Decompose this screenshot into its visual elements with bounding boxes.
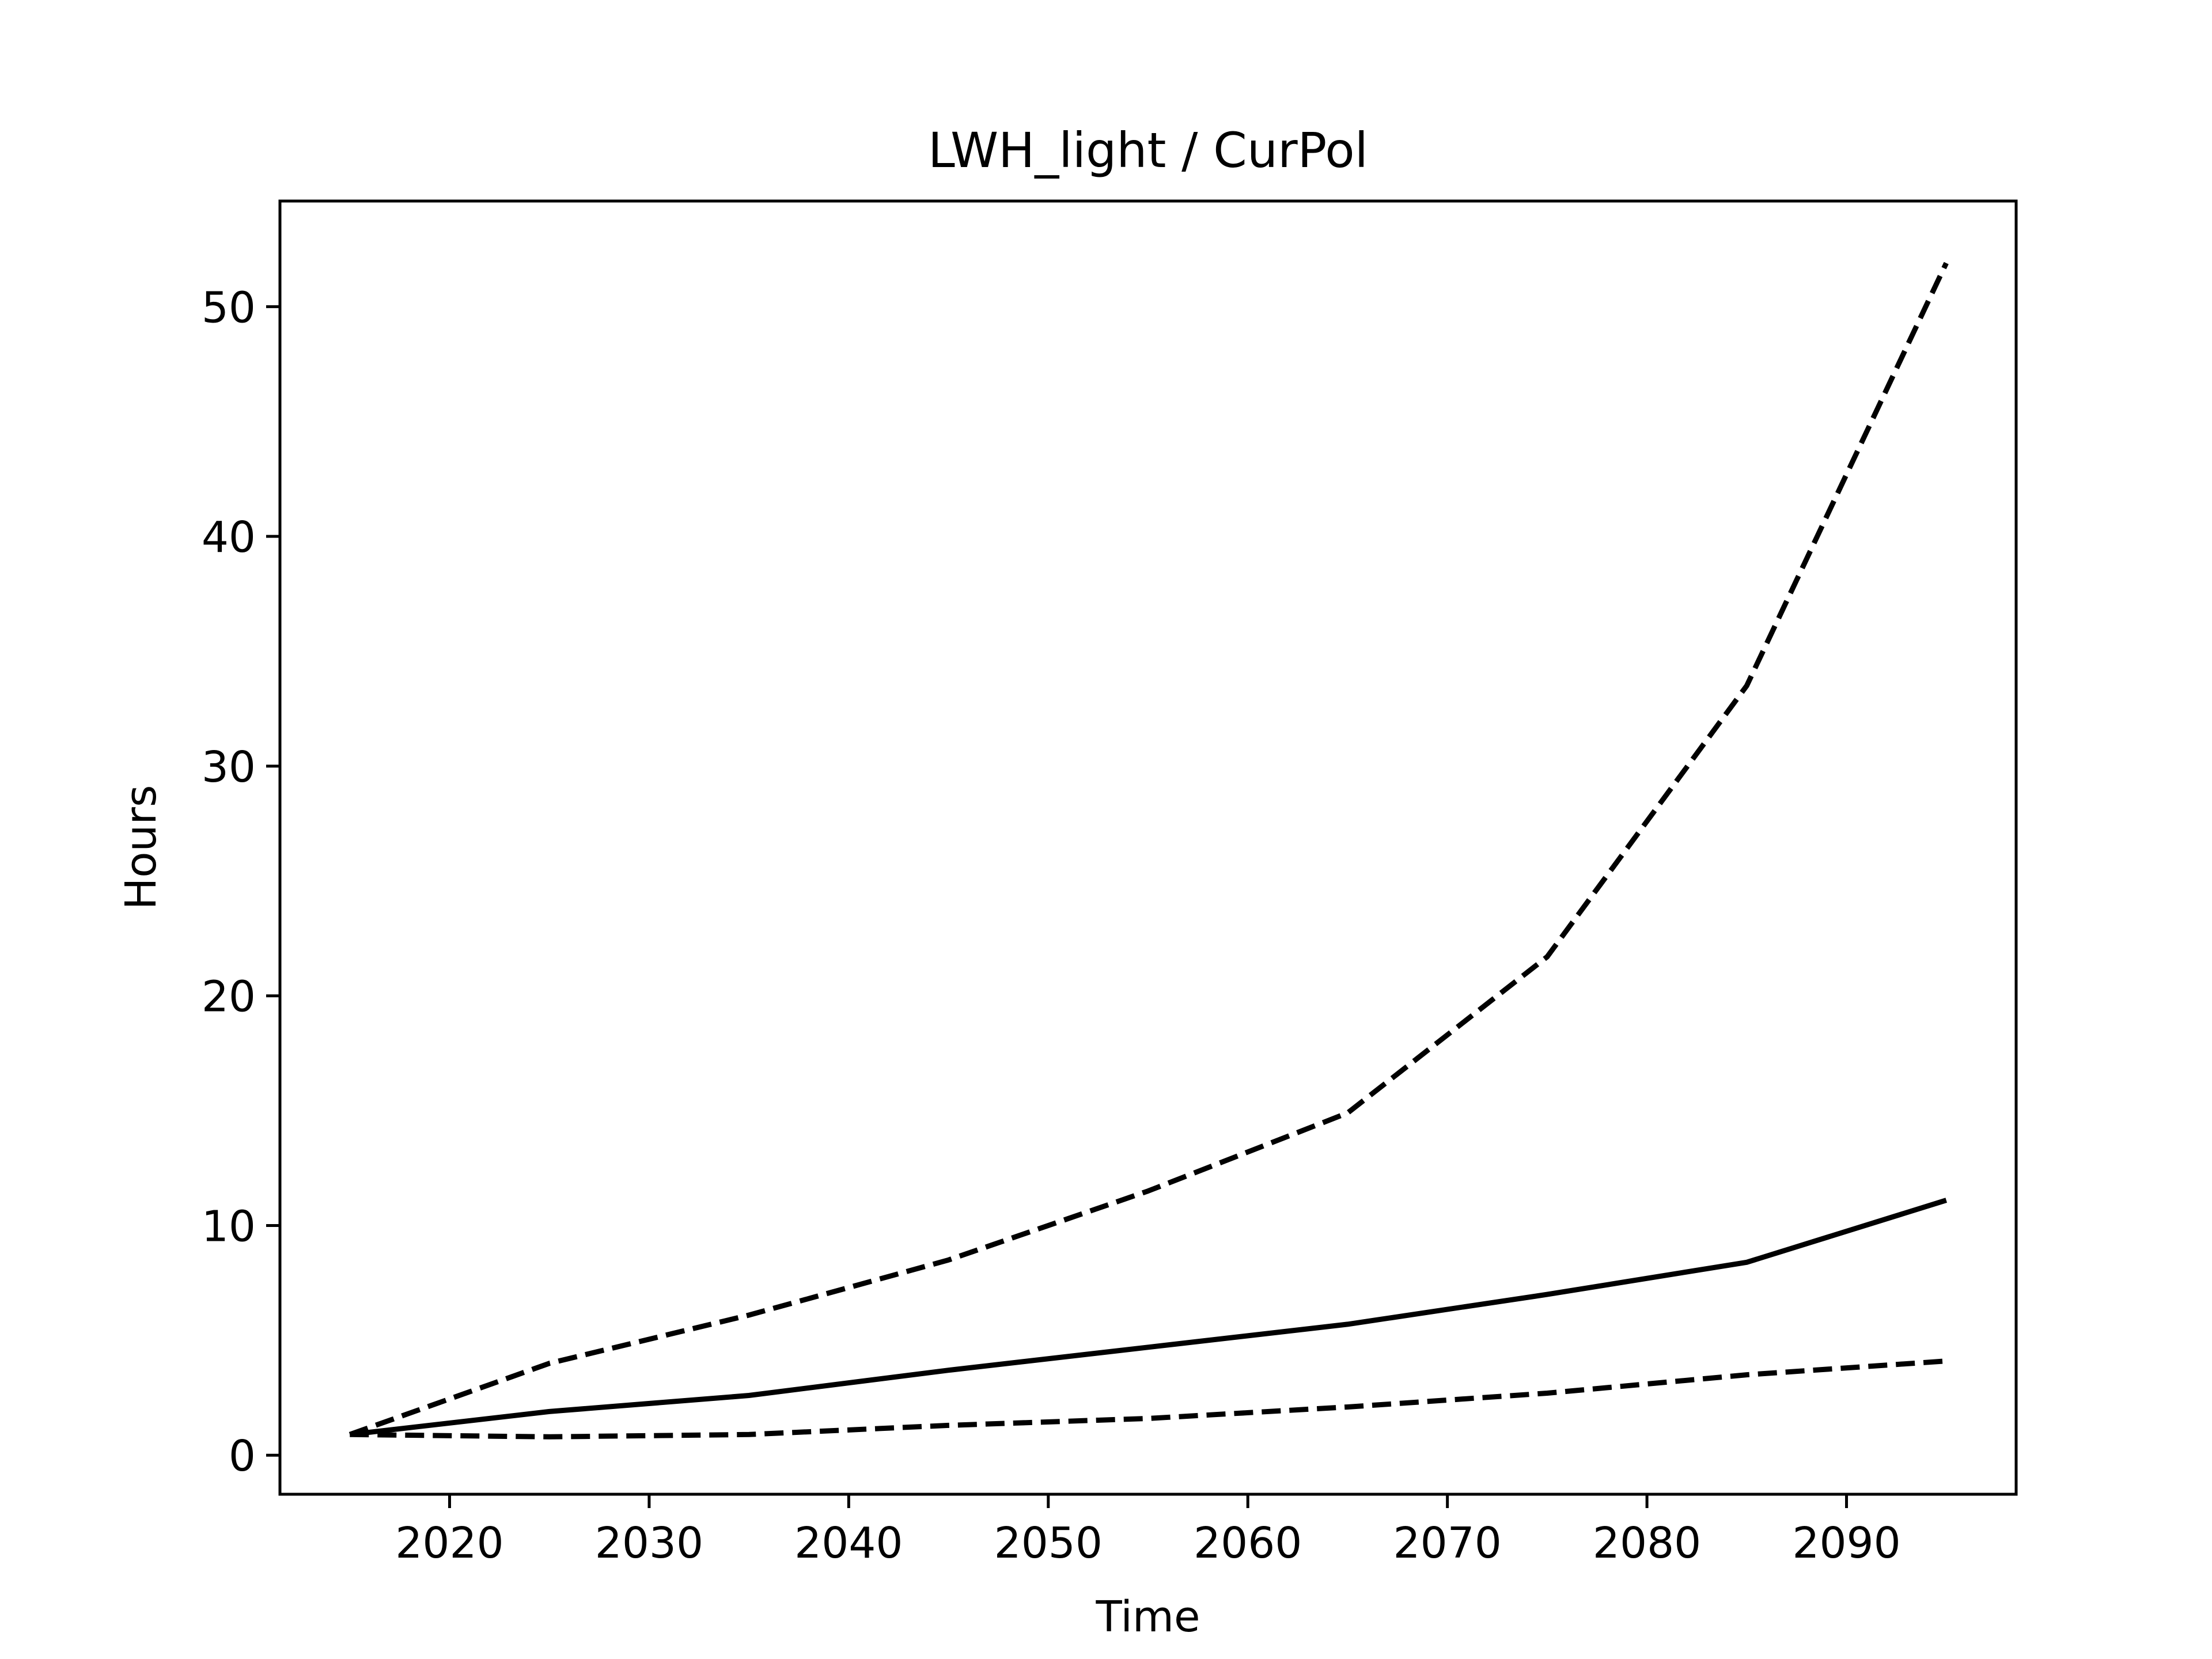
x-tick-label: 2080 — [1593, 1518, 1701, 1568]
x-tick-label: 2090 — [1792, 1518, 1900, 1568]
y-axis-label: Hours — [116, 785, 166, 910]
y-tick-label: 50 — [202, 283, 256, 332]
series-line-3 — [350, 1358, 1947, 1440]
x-tick-label: 2030 — [595, 1518, 703, 1568]
x-axis-ticks: 2020 2030 2040 2050 2060 2070 2080 2090 — [395, 1494, 1901, 1568]
x-tick-label: 2060 — [1194, 1518, 1302, 1568]
x-tick-label: 2040 — [794, 1518, 903, 1568]
x-tick-label: 2070 — [1393, 1518, 1501, 1568]
y-tick-label: 10 — [202, 1202, 256, 1251]
y-axis-ticks: 0 10 20 30 40 50 — [202, 283, 280, 1481]
y-tick-label: 0 — [229, 1431, 256, 1481]
series-line-2 — [349, 1198, 1948, 1437]
y-tick-label: 30 — [202, 743, 256, 792]
x-tick-label: 2020 — [395, 1518, 503, 1568]
series-line-1 — [349, 262, 1949, 1437]
plot-frame — [278, 199, 2018, 1496]
series-layer — [349, 262, 1949, 1440]
y-tick-label: 20 — [202, 972, 256, 1022]
x-tick-label: 2050 — [994, 1518, 1103, 1568]
x-axis-label: Time — [1095, 1592, 1200, 1642]
y-tick-label: 40 — [202, 513, 256, 562]
chart-title: LWH_light / CurPol — [928, 122, 1368, 179]
